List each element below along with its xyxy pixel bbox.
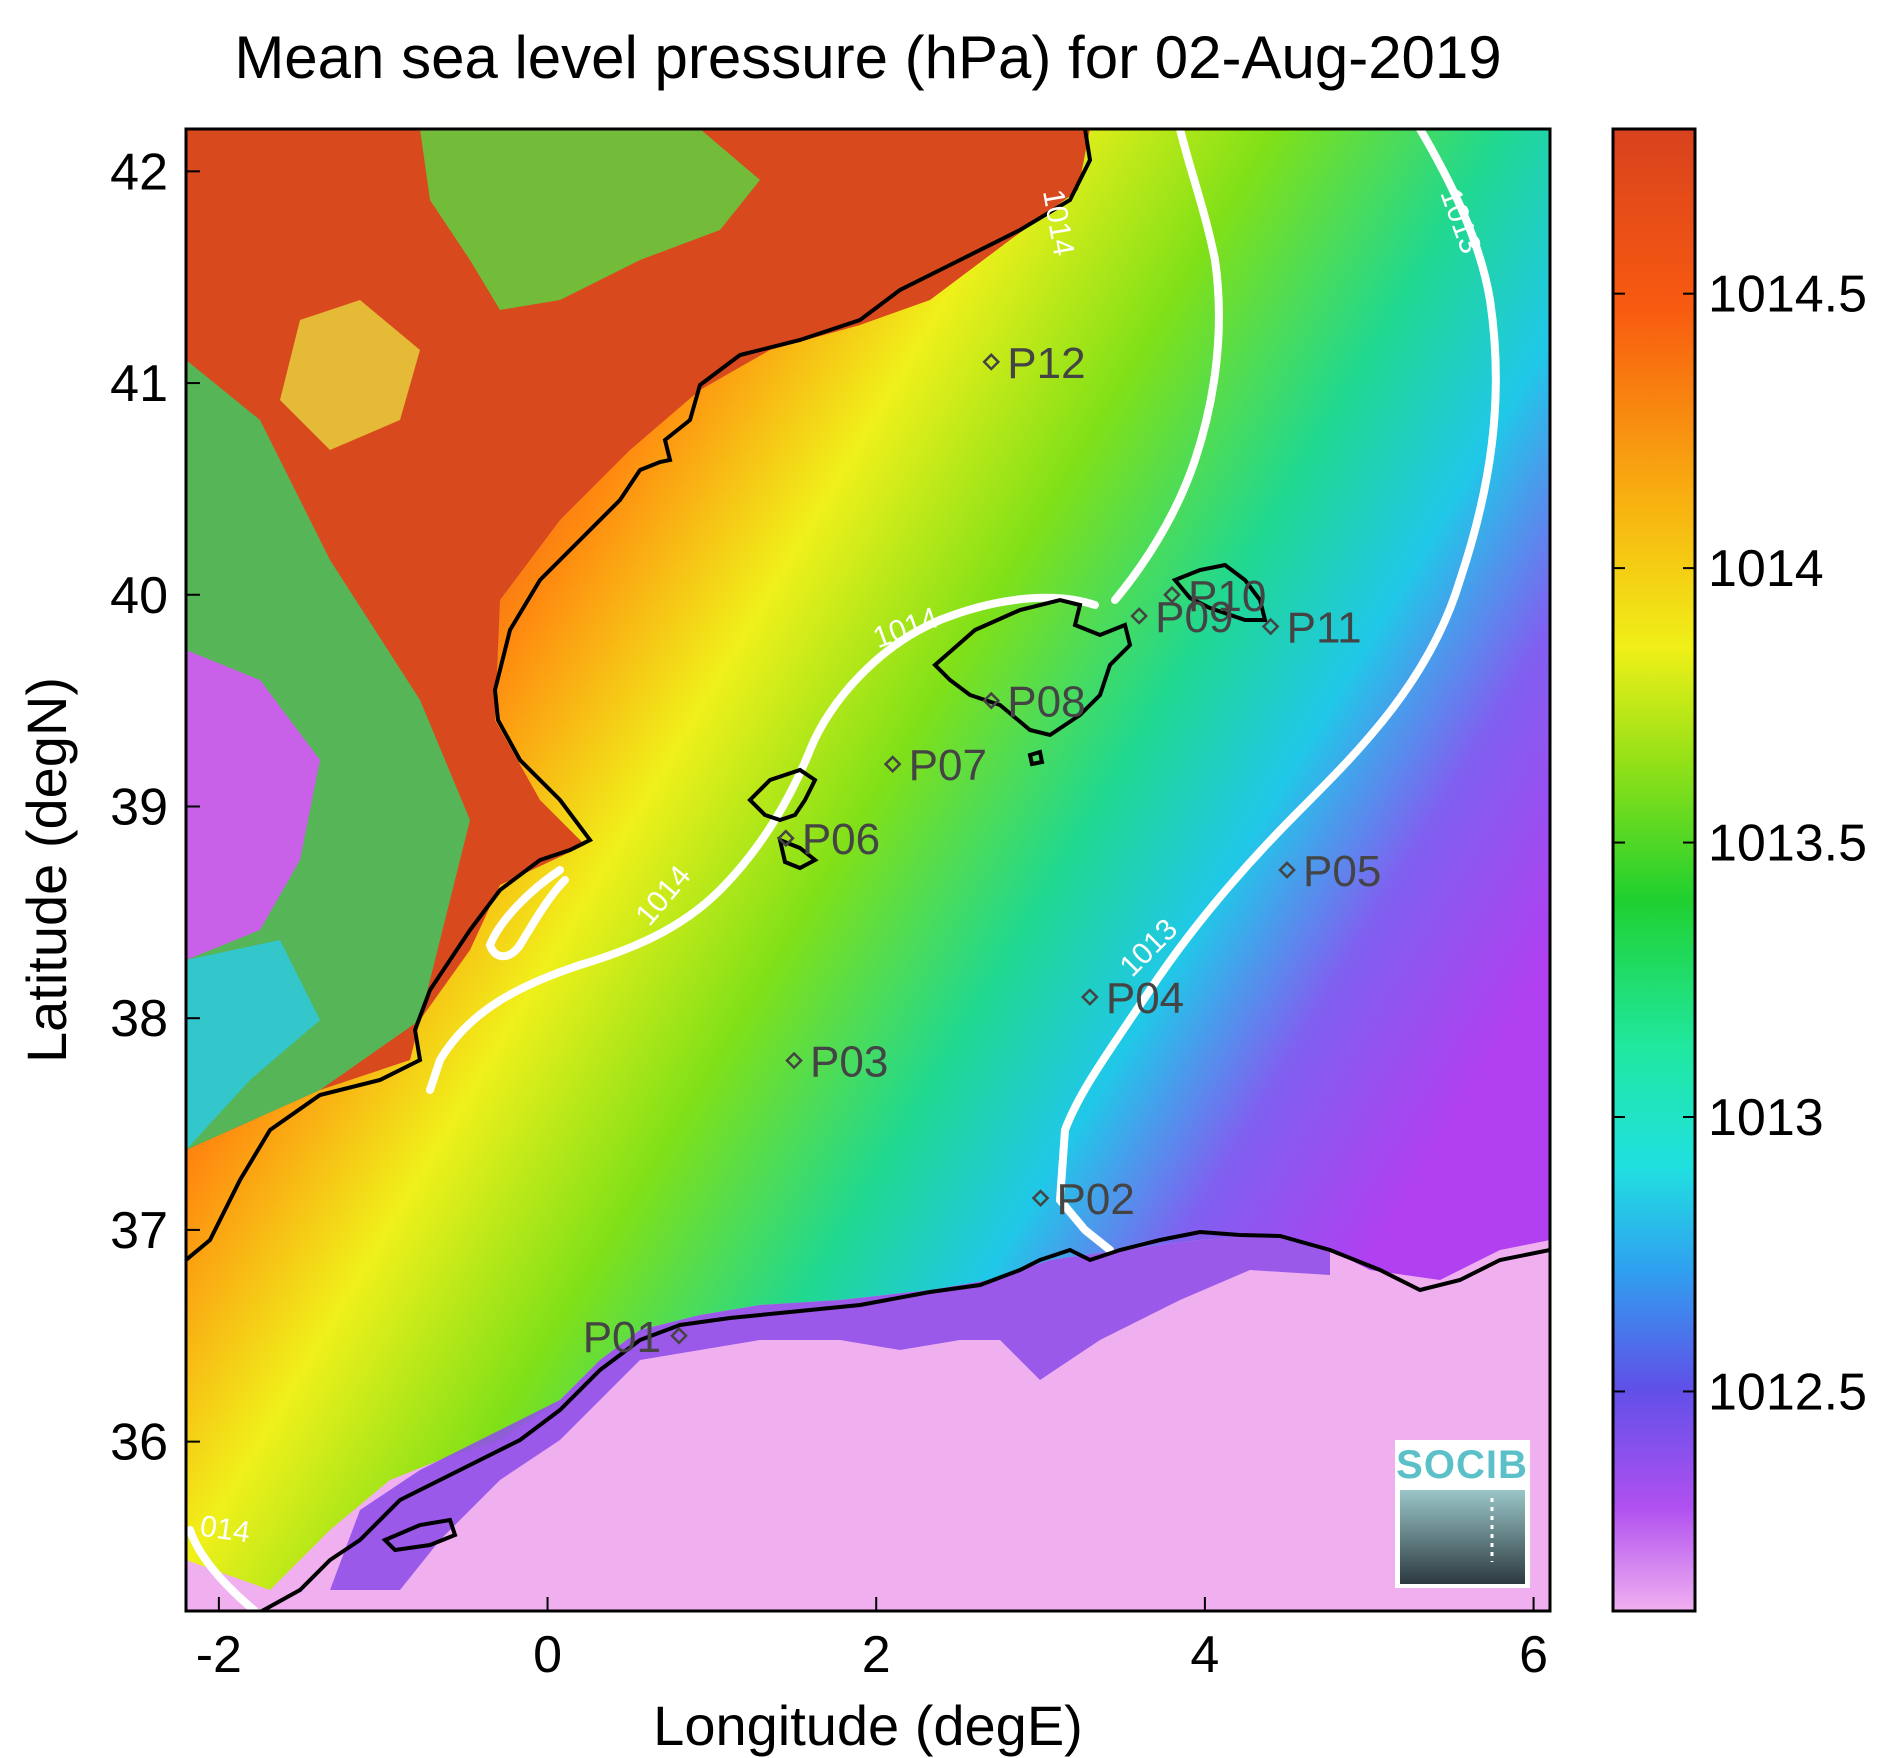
iberia-southwest-purple bbox=[186, 650, 320, 960]
iberia-interior-green bbox=[420, 129, 760, 310]
ibiza-island bbox=[747, 767, 818, 823]
y-tick-label: 37 bbox=[110, 1202, 168, 1260]
station-diamond bbox=[1278, 861, 1296, 879]
station-marker: P09 bbox=[1130, 593, 1233, 642]
station-label: P12 bbox=[1007, 339, 1085, 388]
station-diamond bbox=[1163, 585, 1181, 604]
station-marker: P06 bbox=[776, 815, 880, 864]
station-label: P10 bbox=[1188, 572, 1266, 621]
station-label: P09 bbox=[1155, 593, 1233, 642]
station-marker: P03 bbox=[785, 1038, 888, 1087]
station-label: P02 bbox=[1057, 1175, 1135, 1224]
colorbar-tick-label: 1013.5 bbox=[1708, 815, 1867, 873]
y-axis-label: Latitude (degN) bbox=[15, 677, 78, 1063]
station-label: P04 bbox=[1106, 974, 1184, 1023]
station-marker: P05 bbox=[1278, 847, 1381, 896]
station-diamond bbox=[785, 1051, 803, 1070]
station-diamond bbox=[1031, 1189, 1050, 1207]
iberia-coastline bbox=[186, 129, 1093, 1262]
station-diamond bbox=[982, 691, 1001, 710]
menorca-island bbox=[1171, 562, 1268, 622]
map-frame bbox=[184, 127, 1552, 1613]
station-label: P11 bbox=[1287, 604, 1362, 653]
alboran-island bbox=[381, 1517, 458, 1553]
x-axis: -2 0 2 4 6 bbox=[196, 1597, 1548, 1684]
station-label: P08 bbox=[1007, 678, 1085, 727]
station-label: P01 bbox=[583, 1313, 661, 1362]
contour-1013 bbox=[1055, 129, 1500, 1254]
colorbar-tick-label: 1014.5 bbox=[1708, 266, 1867, 324]
x-tick-label: -2 bbox=[196, 1626, 242, 1684]
station-marker: P02 bbox=[1031, 1175, 1135, 1224]
socib-logo: SOCIB bbox=[1395, 1440, 1530, 1588]
contour-1014-corner bbox=[186, 1526, 259, 1611]
x-tick-label: 0 bbox=[533, 1626, 562, 1684]
station-diamond bbox=[883, 755, 902, 773]
station-diamond bbox=[670, 1326, 688, 1345]
station-diamond bbox=[1081, 988, 1099, 1006]
contour-1014-coastal-loop bbox=[485, 866, 569, 961]
iberia-coastal-cyan bbox=[186, 940, 320, 1150]
station-marker: P12 bbox=[982, 339, 1086, 388]
colorbar-tick-label: 1012.5 bbox=[1708, 1363, 1867, 1421]
colorbar: 1012.5 1013 1013.5 1014 1014.5 bbox=[1611, 127, 1867, 1613]
y-tick-label: 38 bbox=[110, 990, 168, 1048]
station-marker: P04 bbox=[1081, 974, 1184, 1023]
station-marker: P08 bbox=[982, 678, 1086, 727]
contour-1014-south bbox=[426, 593, 1099, 1094]
y-tick-label: 42 bbox=[110, 143, 168, 201]
africa-coastline bbox=[261, 1229, 1550, 1611]
cabrera-island bbox=[1027, 749, 1045, 767]
station-marker: P11 bbox=[1261, 604, 1362, 653]
y-axis: 36 37 38 39 40 41 42 bbox=[110, 143, 200, 1472]
station-marker: P01 bbox=[583, 1313, 688, 1362]
station-label: P06 bbox=[802, 815, 880, 864]
station-label: P03 bbox=[810, 1038, 888, 1087]
colorbar-ticks: 1012.5 1013 1013.5 1014 1014.5 bbox=[1613, 266, 1867, 1421]
y-tick-label: 39 bbox=[110, 778, 168, 836]
x-tick-label: 6 bbox=[1519, 1626, 1548, 1684]
station-label: P07 bbox=[909, 741, 987, 790]
contour-label: 014 bbox=[198, 1510, 252, 1550]
station-diamond bbox=[982, 353, 1001, 371]
africa-coast-purple bbox=[330, 1235, 1330, 1590]
x-tick-label: 2 bbox=[862, 1626, 891, 1684]
y-tick-label: 41 bbox=[110, 355, 168, 413]
y-tick-label: 40 bbox=[110, 567, 168, 625]
africa-land-field bbox=[186, 1235, 1550, 1611]
x-tick-label: 4 bbox=[1190, 1626, 1219, 1684]
socib-logo-text: SOCIB bbox=[1396, 1443, 1528, 1487]
colorbar-gradient bbox=[1611, 127, 1697, 1613]
station-diamond bbox=[1130, 607, 1148, 625]
formentera-island bbox=[777, 836, 819, 871]
colorbar-tick-label: 1013 bbox=[1708, 1089, 1824, 1147]
station-marker: P07 bbox=[883, 741, 987, 790]
iberia-interior-yellow bbox=[280, 300, 420, 450]
station-marker: P10 bbox=[1163, 572, 1266, 621]
station-diamond bbox=[776, 829, 795, 848]
y-tick-label: 36 bbox=[110, 1414, 168, 1472]
station-diamond bbox=[1261, 617, 1280, 636]
x-axis-label: Longitude (degE) bbox=[653, 1694, 1083, 1757]
chart-title: Mean sea level pressure (hPa) for 02-Aug… bbox=[234, 24, 1501, 91]
contour-1014-north bbox=[1111, 129, 1223, 604]
station-label: P05 bbox=[1303, 847, 1381, 896]
colorbar-tick-label: 1014 bbox=[1708, 540, 1824, 598]
